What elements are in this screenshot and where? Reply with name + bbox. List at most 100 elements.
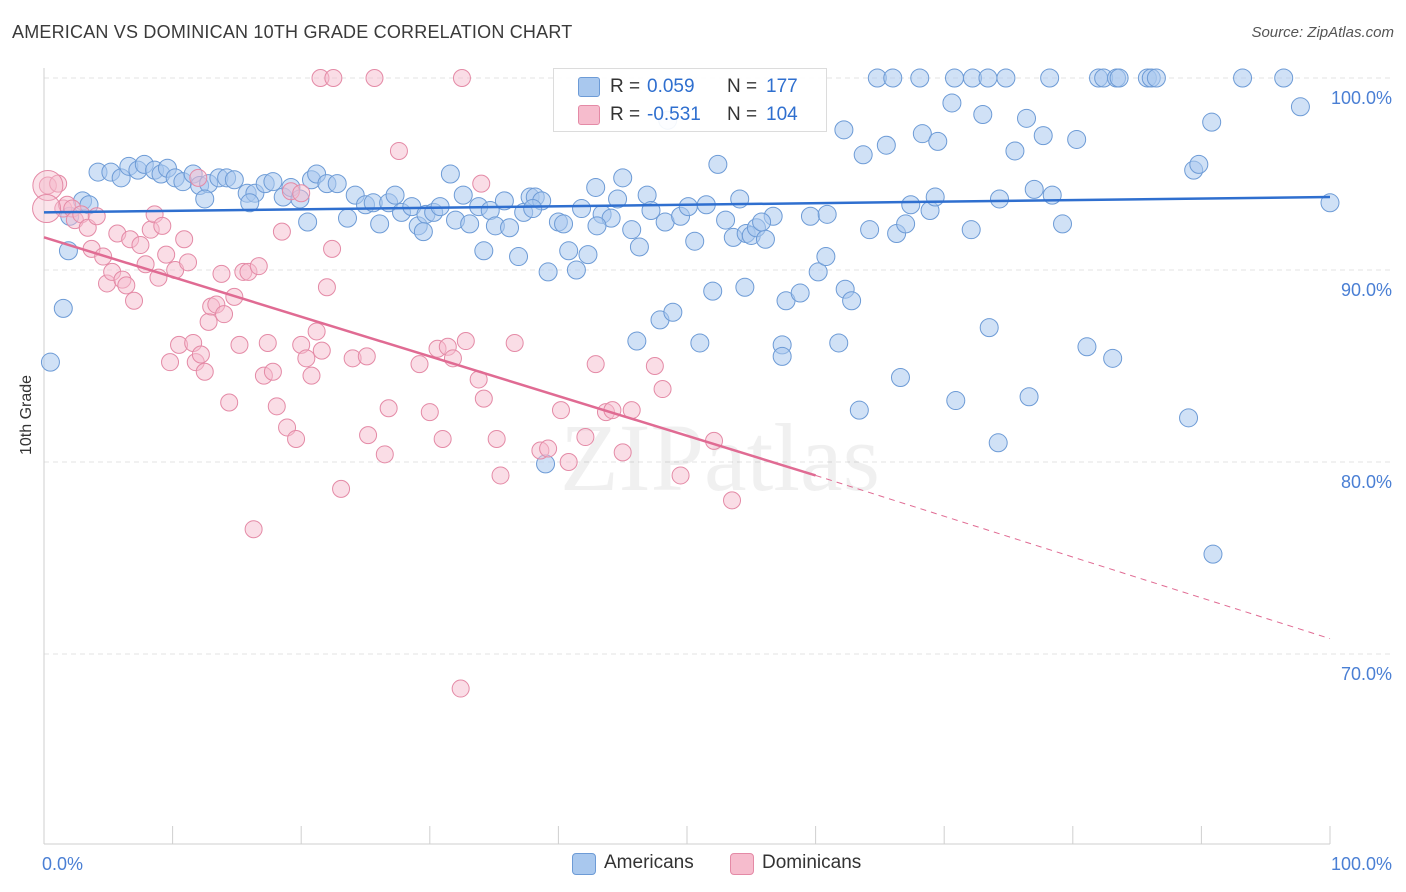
legend-n-value: 104 (766, 104, 798, 125)
american-point (925, 187, 945, 207)
american-point (263, 172, 283, 192)
legend-r-value: -0.531 (647, 104, 701, 125)
american-point (973, 104, 993, 124)
y-tick-label: 70.0% (1341, 664, 1392, 684)
legend-row-dominicans: R = -0.531 N = 104 (554, 101, 826, 129)
american-point (849, 400, 869, 420)
dominican-point (505, 333, 524, 352)
dominican-point (474, 389, 493, 408)
legend-n-value: 177 (766, 76, 798, 97)
y-tick-label: 80.0% (1341, 472, 1392, 492)
bottom-legend-label-americans: Americans (604, 852, 694, 873)
american-point (587, 216, 607, 236)
american-point (1290, 97, 1310, 117)
american-point (572, 199, 592, 219)
american-point (735, 277, 755, 297)
dominican-point (244, 520, 263, 539)
dominican-point (375, 445, 394, 464)
american-point (1179, 408, 1199, 428)
american-point (1189, 154, 1209, 174)
dominican-point (307, 322, 326, 341)
y-tick-label: 100.0% (1331, 88, 1392, 108)
american-point (1040, 68, 1060, 88)
american-point (1053, 214, 1073, 234)
american-point (946, 391, 966, 411)
dominican-point (357, 347, 376, 366)
legend-swatch-americans (578, 77, 600, 97)
american-point (474, 241, 494, 261)
dominican-point (324, 69, 343, 87)
american-point (883, 68, 903, 88)
american-point (1033, 126, 1053, 146)
y-tick-label: 90.0% (1341, 280, 1392, 300)
american-point (224, 170, 244, 190)
dominican-point (410, 355, 429, 374)
american-point (772, 346, 792, 366)
dominican-point (153, 216, 172, 235)
legend-r-label: R = (610, 76, 641, 97)
dominican-point (191, 345, 210, 364)
american-point (979, 318, 999, 338)
dominican-point (195, 362, 214, 381)
american-point (53, 298, 73, 318)
dominican-point (491, 466, 510, 485)
american-point (808, 262, 828, 282)
dominican-point (332, 479, 351, 498)
dominican-point (613, 443, 632, 462)
american-point (40, 352, 60, 372)
american-point (703, 281, 723, 301)
dominican-point (258, 333, 277, 352)
dominican-point (433, 429, 452, 448)
dominican-point (302, 366, 321, 385)
bottom-legend-label-dominicans: Dominicans (762, 852, 862, 873)
american-point (1024, 179, 1044, 199)
american-point (755, 229, 775, 249)
american-point (790, 283, 810, 303)
stats-legend: R = 0.059 N = 177 R = -0.531 N = 104 (553, 68, 827, 132)
american-point (578, 245, 598, 265)
american-point (1019, 387, 1039, 407)
american-point (500, 218, 520, 238)
dominicans-trend-line-extension (815, 474, 1331, 640)
dominican-point (215, 305, 234, 324)
american-point (942, 93, 962, 113)
dominican-point (312, 341, 331, 360)
american-point (685, 231, 705, 251)
dominican-point (723, 491, 742, 510)
american-point (195, 189, 215, 209)
american-point (853, 145, 873, 165)
tick-labels: 70.0% 80.0% 90.0% 100.0% 0.0% 100.0% (42, 88, 1392, 874)
grid-lines (44, 77, 1394, 655)
dominican-point (671, 466, 690, 485)
american-point (1067, 129, 1087, 149)
dominican-point (645, 357, 664, 375)
dominican-point (586, 355, 605, 374)
american-point (627, 331, 647, 351)
americans-points (40, 68, 1340, 564)
american-point (834, 120, 854, 140)
dominicans-points (32, 69, 742, 698)
american-point (554, 214, 574, 234)
legend-swatch-dominicans (578, 105, 600, 125)
american-point (370, 214, 390, 234)
dominican-point (161, 353, 180, 372)
chart-source: Source: ZipAtlas.com (1251, 24, 1394, 41)
x-tick-label: 0.0% (42, 854, 83, 874)
american-point (413, 222, 433, 242)
dominican-point (131, 236, 150, 255)
dominican-point (539, 439, 558, 458)
american-point (327, 174, 347, 194)
dominican-point (287, 429, 306, 448)
american-point (989, 189, 1009, 209)
dominican-point (272, 222, 291, 241)
american-point (663, 302, 683, 322)
american-point (842, 291, 862, 311)
american-point (1233, 68, 1253, 88)
dominicans-trend-line (43, 236, 816, 477)
dominican-point (559, 453, 578, 471)
american-point (440, 164, 460, 184)
dominican-point (267, 397, 286, 416)
dominican-point (317, 278, 336, 297)
